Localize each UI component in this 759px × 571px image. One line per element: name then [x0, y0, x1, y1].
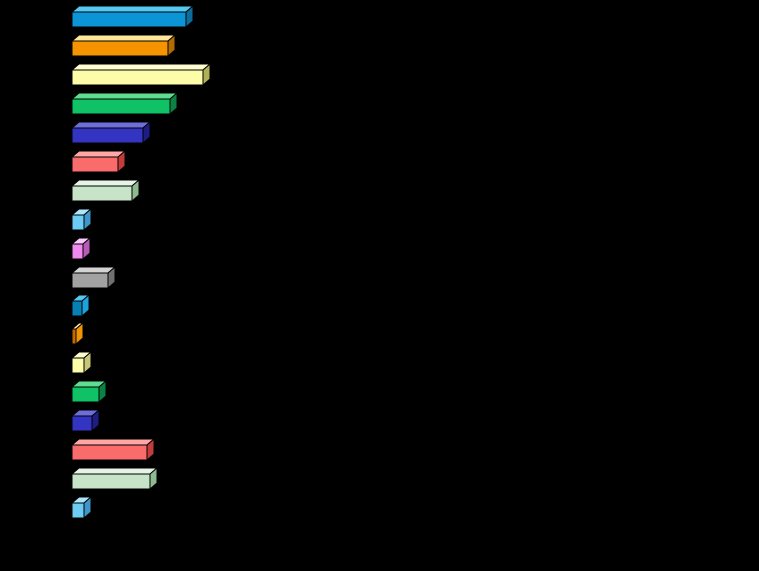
bar-side-face — [82, 236, 91, 261]
bar-15 — [70, 408, 101, 433]
bar-side-face — [83, 207, 92, 232]
bar-side-face — [75, 321, 84, 346]
bar-14 — [70, 379, 108, 404]
bar-front-face — [71, 357, 85, 374]
bar-front-face — [71, 69, 204, 86]
bar-6 — [70, 149, 127, 174]
bar-top-face — [70, 438, 156, 446]
bar-top-face — [70, 121, 152, 129]
bar-top-face — [70, 63, 212, 71]
bar-12 — [70, 321, 85, 346]
bar-front-face — [71, 185, 133, 202]
bar-side-face — [149, 466, 158, 491]
bar-side-face — [81, 293, 90, 318]
bar-top-face — [70, 5, 195, 13]
bar-front-face — [71, 156, 119, 173]
bar-front-face — [71, 328, 77, 345]
bar-top-face — [70, 179, 141, 187]
bar-front-face — [71, 444, 148, 461]
bar-9 — [70, 236, 92, 261]
bar-side-face — [169, 91, 178, 116]
bar-16 — [70, 437, 156, 462]
bar-side-face — [131, 178, 140, 203]
bar-side-face — [107, 265, 116, 290]
bar-side-face — [98, 379, 107, 404]
bar-3 — [70, 62, 212, 87]
bar-front-face — [71, 98, 171, 115]
bar-front-face — [71, 386, 100, 403]
bar-7 — [70, 178, 141, 203]
bar-front-face — [71, 300, 83, 317]
bar-side-face — [91, 408, 100, 433]
bar-top-face — [70, 34, 177, 42]
bar-side-face — [83, 495, 92, 520]
bar-side-face — [142, 120, 151, 145]
bar-front-face — [71, 272, 109, 289]
bar-10 — [70, 265, 117, 290]
bar-side-face — [117, 149, 126, 174]
bar-8 — [70, 207, 93, 232]
bar-side-face — [185, 4, 194, 29]
bar-front-face — [71, 127, 144, 144]
bar-11 — [70, 293, 91, 318]
bar-18 — [70, 495, 93, 520]
bar-1 — [70, 4, 195, 29]
bar-top-face — [70, 92, 179, 100]
bar-front-face — [71, 415, 93, 432]
bar-17 — [70, 466, 159, 491]
bar-2 — [70, 33, 177, 58]
bar-5 — [70, 120, 152, 145]
bar-top-face — [70, 467, 159, 475]
bar-front-face — [71, 11, 187, 28]
bar-front-face — [71, 502, 85, 519]
bar-front-face — [71, 40, 169, 57]
bar-4 — [70, 91, 179, 116]
bar-front-face — [71, 243, 84, 260]
bar-side-face — [167, 33, 176, 58]
bar-13 — [70, 350, 93, 375]
bar-side-face — [146, 437, 155, 462]
bar-front-face — [71, 214, 85, 231]
bar-top-face — [70, 150, 127, 158]
bar-side-face — [83, 350, 92, 375]
bar-front-face — [71, 473, 151, 490]
bar-side-face — [202, 62, 211, 87]
